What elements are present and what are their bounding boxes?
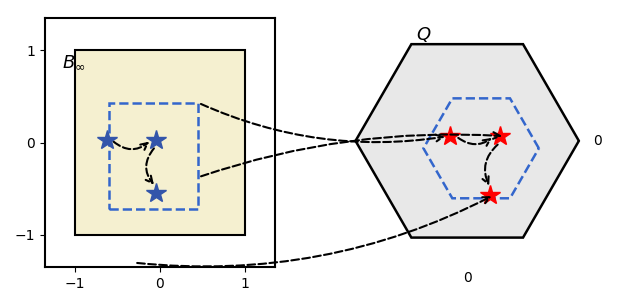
Bar xyxy=(109,103,198,209)
Text: 0: 0 xyxy=(463,271,472,285)
Text: $Q$: $Q$ xyxy=(416,25,431,44)
Bar xyxy=(75,50,245,235)
Text: $B_\infty$: $B_\infty$ xyxy=(62,53,85,71)
Polygon shape xyxy=(356,44,579,238)
Text: 0: 0 xyxy=(593,134,602,148)
